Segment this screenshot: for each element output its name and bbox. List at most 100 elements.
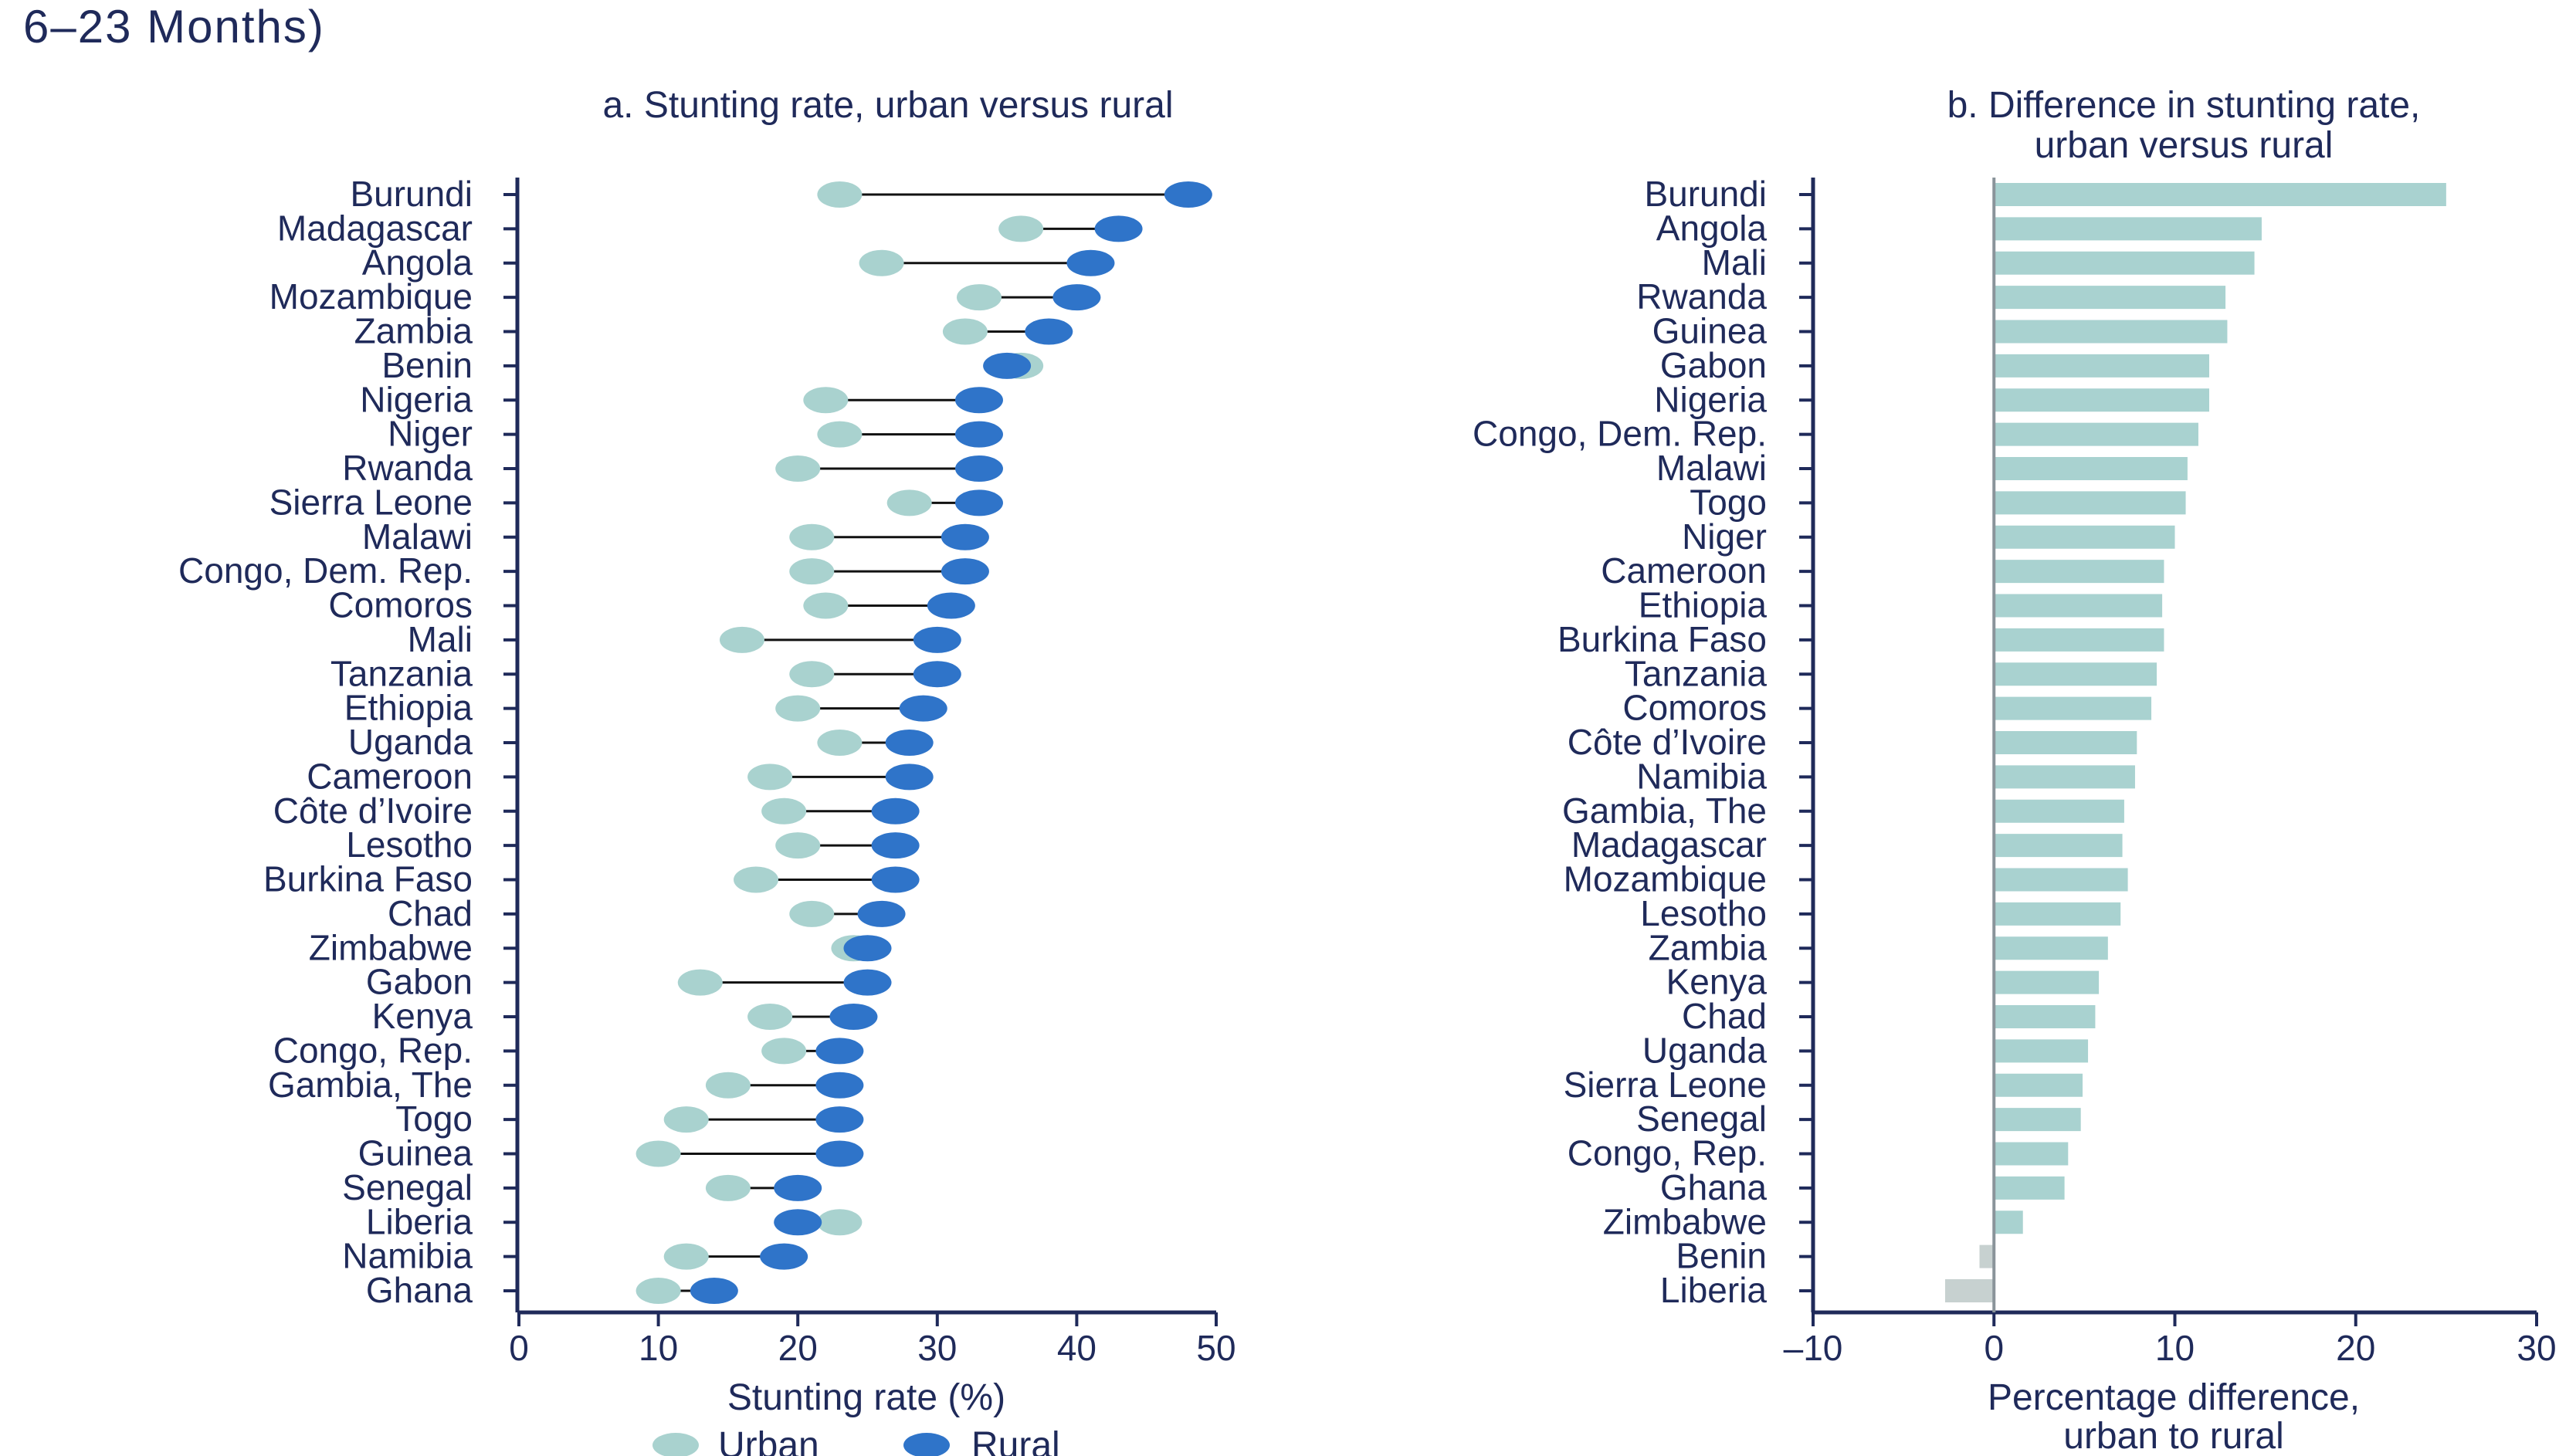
- panel-a-urban-point-rwanda: [775, 455, 821, 482]
- panel-b-label-gabon: Gabon: [1660, 345, 1767, 385]
- panel-b-label-angola: Angola: [1656, 208, 1768, 248]
- panel-a-urban-point-angola: [859, 249, 904, 276]
- panel-a-rural-point-burundi: [1164, 181, 1212, 208]
- panel-a-label-sierra-leone: Sierra Leone: [269, 482, 473, 522]
- panel-a-urban-point-liberia: [817, 1209, 863, 1236]
- panel-b-label-niger: Niger: [1682, 516, 1767, 557]
- panel-a-urban-point-niger: [817, 421, 863, 448]
- panel-a-urban-point-cameroon: [747, 764, 793, 791]
- panel-a-urban-point-ghana: [636, 1278, 681, 1304]
- panel-a-urban-point-senegal: [705, 1174, 751, 1201]
- panel-a-label-burkina-faso: Burkina Faso: [263, 859, 473, 899]
- panel-b-label-malawi: Malawi: [1656, 448, 1767, 488]
- panel-b: b. Difference in stunting rate,urban ver…: [1473, 85, 2557, 1456]
- panel-a-label-nigeria: Nigeria: [360, 379, 473, 419]
- panel-a-label-benin: Benin: [381, 345, 473, 385]
- panel-a-rural-point-congo-dem-rep: [941, 558, 989, 585]
- panel-a-rural-point-namibia: [760, 1243, 808, 1270]
- panel-b-bar-comoros: [1994, 696, 2152, 720]
- panel-b-label-madagascar: Madagascar: [1571, 825, 1767, 865]
- panel-a-rural-point-lesotho: [871, 832, 920, 859]
- panel-a-urban-point-mali: [719, 626, 764, 653]
- panel-a-rural-point-senegal: [774, 1174, 822, 1201]
- panel-b-label-zimbabwe: Zimbabwe: [1603, 1201, 1767, 1241]
- panel-a-rural-point-benin: [983, 352, 1032, 379]
- panel-a-rural-point-zimbabwe: [843, 935, 892, 962]
- panel-a-urban-point-malawi: [789, 523, 835, 550]
- panel-a-rural-point-mali: [913, 626, 961, 653]
- panel-a-rural-point-zambia: [1025, 318, 1073, 345]
- panel-b-title-line-1: b. Difference in stunting rate,: [1947, 85, 2421, 126]
- panel-a-xtick-label: 50: [1196, 1328, 1235, 1368]
- panel-b-bar-zimbabwe: [1994, 1211, 2023, 1234]
- panel-b-bar-senegal: [1994, 1108, 2081, 1132]
- panel-a-label-lesotho: Lesotho: [346, 825, 473, 865]
- panel-b-label-rwanda: Rwanda: [1636, 276, 1767, 317]
- panel-a-urban-point-gambia-the: [705, 1072, 751, 1099]
- panel-b-label-cameroon: Cameroon: [1601, 550, 1767, 591]
- panel-a-urban-point-burundi: [817, 181, 863, 208]
- panel-b-bar-cameroon: [1994, 560, 2164, 584]
- panel-a-rural-point-chad: [857, 900, 906, 927]
- panel-b-label-mali: Mali: [1702, 242, 1767, 283]
- panel-a-rural-point-guinea: [815, 1140, 864, 1167]
- panel-a-urban-point-zambia: [942, 318, 988, 345]
- panel-a-label-namibia: Namibia: [342, 1236, 473, 1276]
- panel-a-label-madagascar: Madagascar: [277, 208, 473, 248]
- panel-a-label-angola: Angola: [362, 242, 473, 283]
- panel-b-bar-ghana: [1994, 1176, 2065, 1200]
- panel-a-urban-point-sierra-leone: [886, 489, 932, 516]
- panel-b-xtick-label: 30: [2517, 1328, 2556, 1368]
- panel-a-rural-point-gambia-the: [815, 1072, 864, 1099]
- panel-b-bar-angola: [1994, 217, 2262, 241]
- panel-b-bar-namibia: [1994, 765, 2135, 789]
- panel-b-bar-burkina-faso: [1994, 628, 2164, 652]
- panel-a-rural-point-niger: [954, 421, 1003, 448]
- legend-rural-label: Rural: [971, 1425, 1060, 1456]
- panel-b-x-axis-title-line-2: urban to rural: [2063, 1416, 2284, 1456]
- panel-a-label-gambia-the: Gambia, The: [268, 1065, 473, 1105]
- panel-a-xtick-label: 40: [1057, 1328, 1096, 1368]
- panel-a-label-liberia: Liberia: [366, 1201, 473, 1241]
- panel-b-label-ghana: Ghana: [1660, 1167, 1768, 1207]
- panel-b-label-nigeria: Nigeria: [1654, 379, 1767, 419]
- panel-b-bar-lesotho: [1994, 902, 2121, 926]
- panel-b-label-gambia-the: Gambia, The: [1562, 791, 1767, 831]
- panel-a-urban-point-namibia: [663, 1243, 709, 1270]
- panel-a-label-c-te-d-ivoire: Côte d’Ivoire: [273, 791, 473, 831]
- panel-a-rural-point-ethiopia: [899, 695, 947, 722]
- panel-b-label-togo: Togo: [1690, 482, 1767, 522]
- panel-a-label-burundi: Burundi: [350, 174, 473, 214]
- panel-a-rural-point-madagascar: [1094, 215, 1143, 242]
- panel-a-rural-point-nigeria: [954, 387, 1003, 414]
- panel-b-label-lesotho: Lesotho: [1640, 893, 1767, 933]
- panel-b-bar-togo: [1994, 491, 2186, 515]
- panel-b-bar-zambia: [1994, 936, 2108, 960]
- panel-b-bar-sierra-leone: [1994, 1073, 2083, 1097]
- panel-b-bar-madagascar: [1994, 834, 2123, 858]
- panel-a-xtick-label: 20: [778, 1328, 818, 1368]
- panel-a-urban-point-mozambique: [956, 284, 1002, 311]
- panel-b-label-mozambique: Mozambique: [1564, 859, 1767, 899]
- panel-b-label-sierra-leone: Sierra Leone: [1564, 1065, 1767, 1105]
- panel-b-bar-nigeria: [1994, 388, 2210, 412]
- panel-a-label-cameroon: Cameroon: [307, 756, 473, 796]
- panel-b-bar-congo-rep: [1994, 1142, 2069, 1166]
- panel-a-label-ethiopia: Ethiopia: [344, 688, 473, 728]
- panel-b-bar-uganda: [1994, 1039, 2089, 1063]
- panel-b-bar-congo-dem-rep: [1994, 422, 2198, 446]
- panel-b-bar-liberia: [1945, 1279, 1995, 1302]
- panel-a-urban-point-congo-dem-rep: [789, 558, 835, 585]
- panel-a-urban-point-c-te-d-ivoire: [761, 797, 807, 825]
- panel-a-rural-point-ghana: [690, 1278, 738, 1304]
- panel-b-bar-malawi: [1994, 457, 2188, 480]
- panel-a-urban-point-tanzania: [789, 661, 835, 688]
- panel-a-rural-point-c-te-d-ivoire: [871, 797, 920, 825]
- panel-a-urban-point-chad: [789, 900, 835, 927]
- panel-a-rural-point-togo: [815, 1106, 864, 1133]
- panel-a-rural-point-mozambique: [1052, 284, 1101, 311]
- panel-b-bar-ethiopia: [1994, 594, 2163, 618]
- panel-b-bar-benin: [1979, 1244, 1995, 1268]
- panel-b-label-benin: Benin: [1676, 1236, 1767, 1276]
